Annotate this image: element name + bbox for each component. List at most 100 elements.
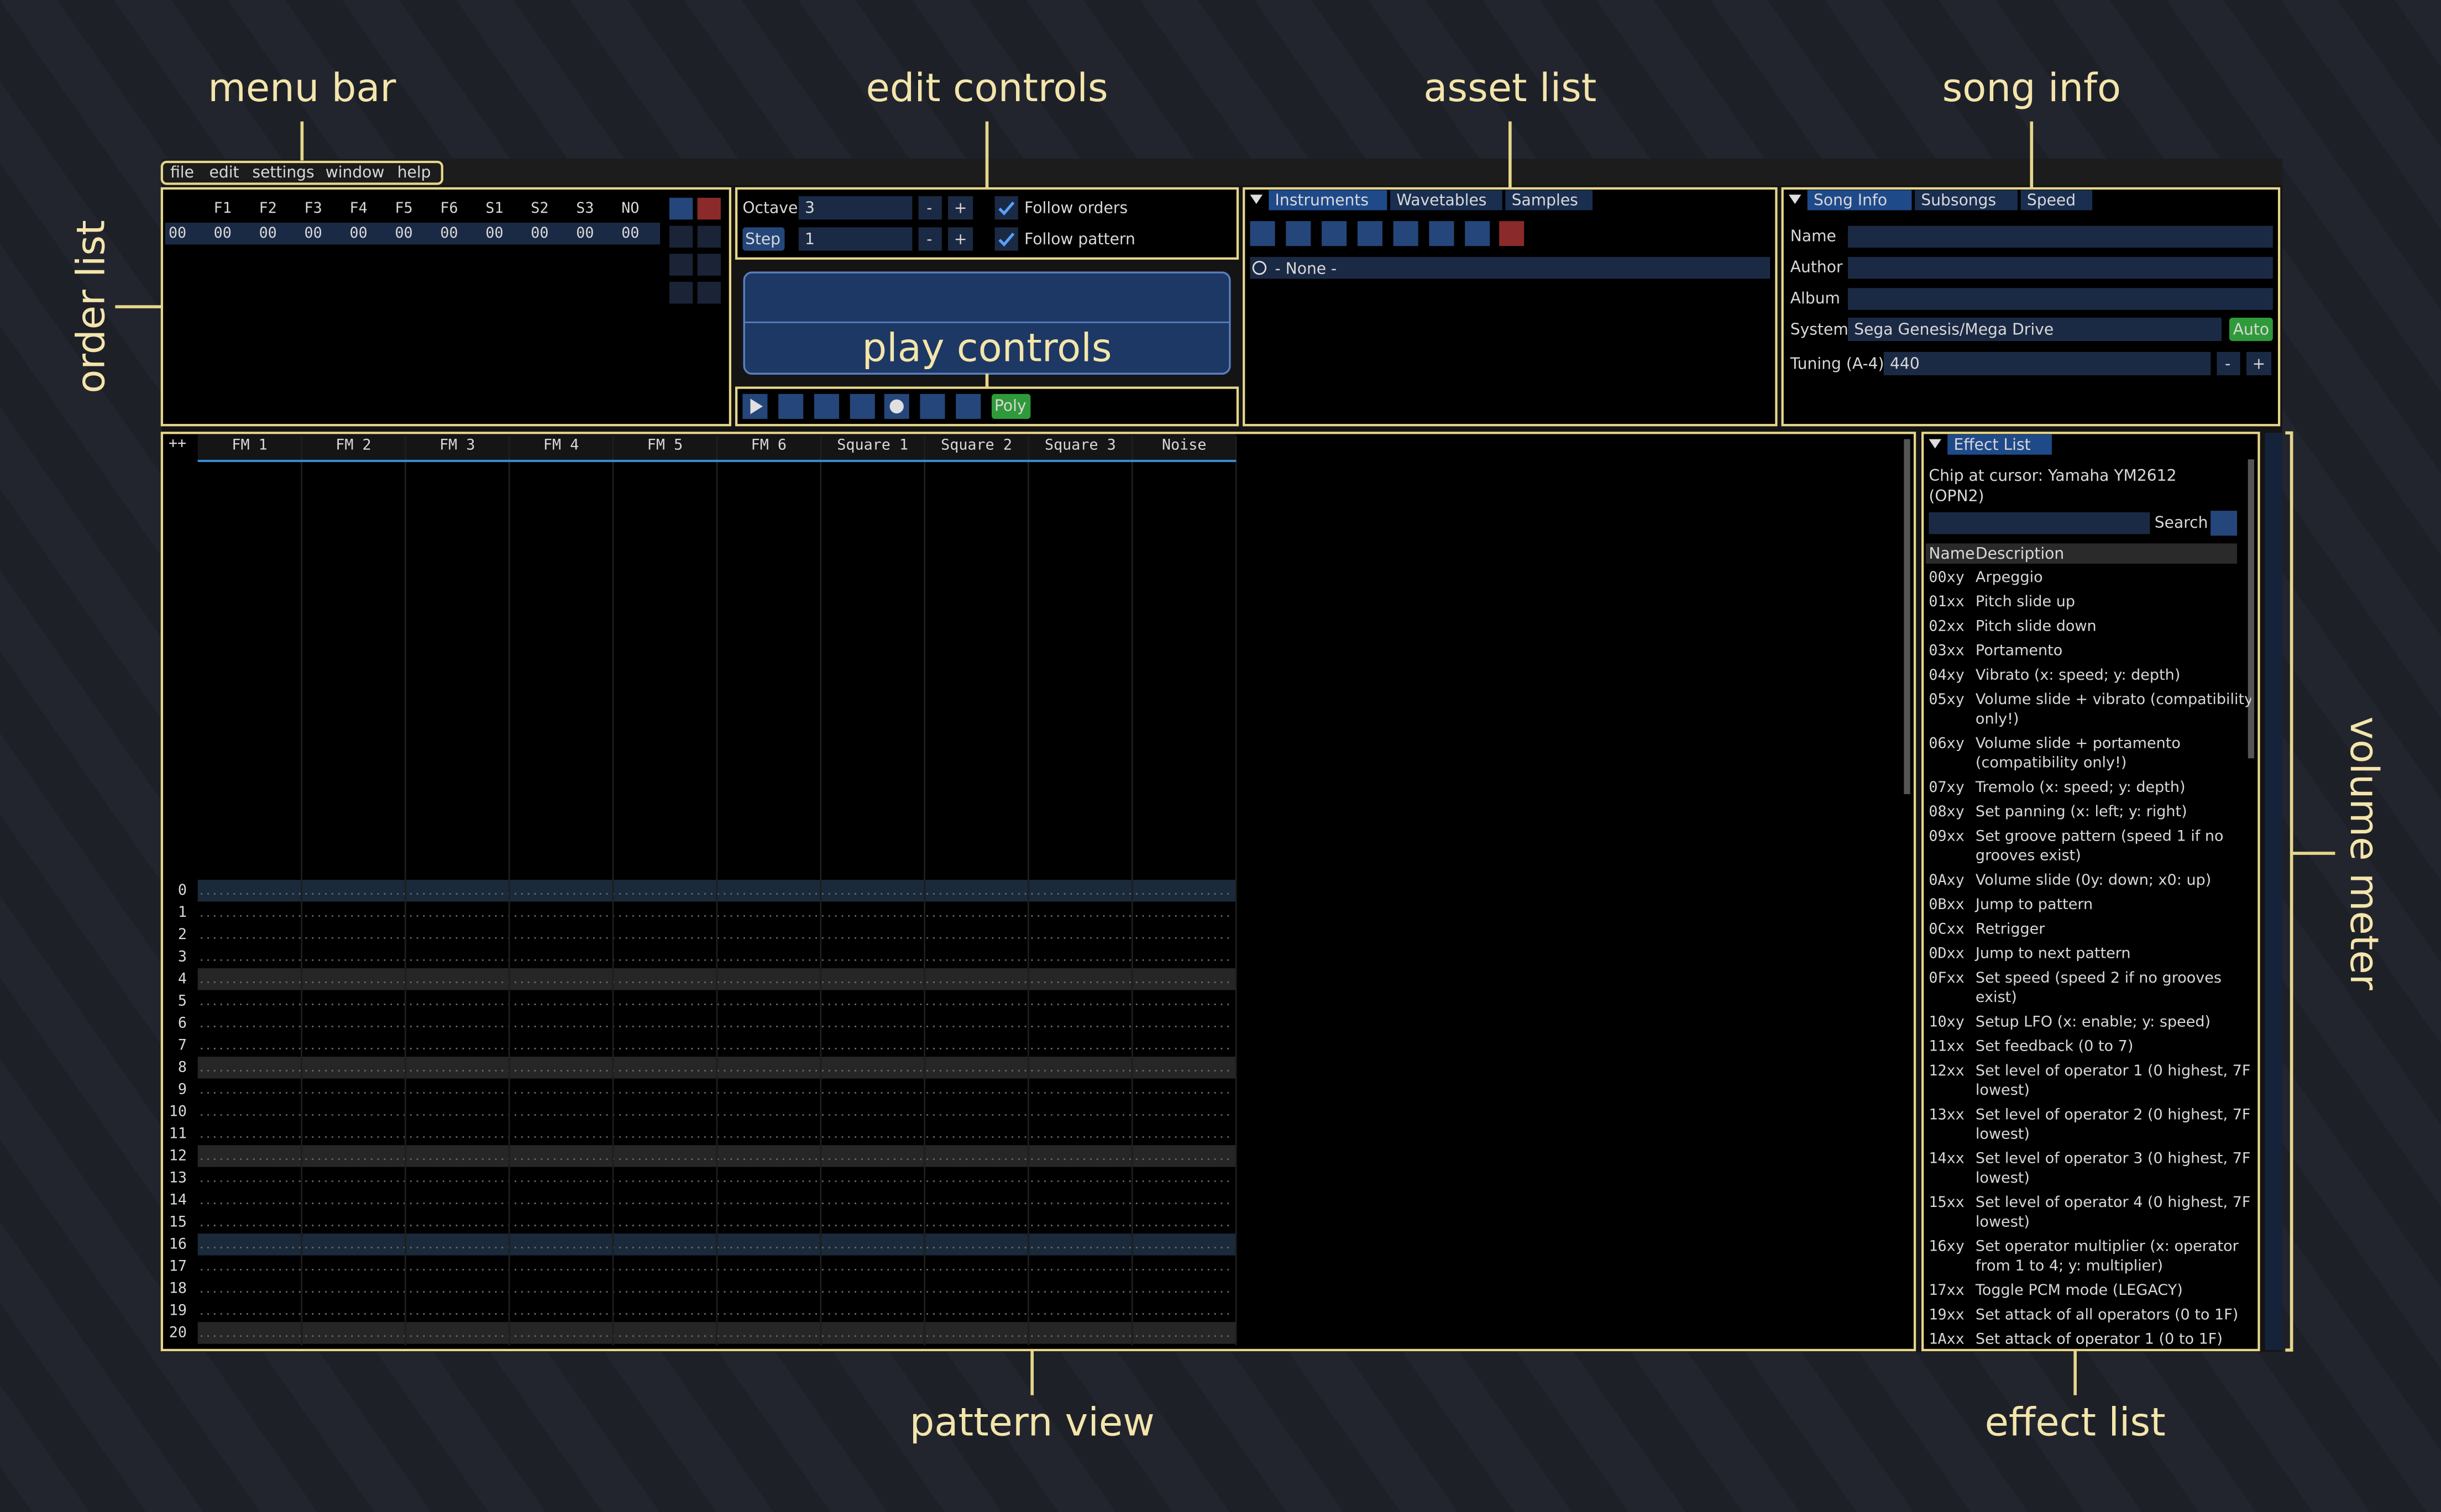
system-input[interactable]	[1847, 317, 2222, 342]
effect-description: Set level of operator 4 (0 highest, 7F	[1976, 1194, 2251, 1211]
tuning-plus-label: +	[2253, 354, 2266, 372]
tab-label: Subsongs	[1921, 191, 1996, 209]
tree-view[interactable]	[1393, 221, 1418, 246]
scrollbar[interactable]	[1904, 439, 1910, 795]
repeat-button[interactable]	[956, 393, 981, 419]
order-cell[interactable]: 00	[305, 224, 322, 242]
step-input[interactable]	[798, 227, 913, 251]
tab-label: Instruments	[1275, 191, 1369, 209]
add-button[interactable]	[669, 197, 693, 220]
play-icon	[750, 398, 763, 414]
menu-item[interactable]: settings	[252, 163, 314, 181]
open-instrument[interactable]	[1322, 221, 1347, 246]
annotation: edit controls	[866, 65, 1108, 111]
tab[interactable]	[1505, 190, 1593, 211]
order-cell[interactable]: 00	[621, 224, 639, 242]
tab[interactable]	[2020, 190, 2093, 211]
duplicate-button[interactable]	[669, 225, 693, 248]
effect-code: 08xy	[1929, 803, 1964, 820]
search-input[interactable]	[1929, 512, 2150, 534]
cursor-button[interactable]	[697, 282, 721, 304]
channel-header[interactable]: Square 2	[941, 436, 1012, 453]
save-instrument[interactable]	[1357, 221, 1382, 246]
menu-item[interactable]: edit	[209, 163, 239, 181]
move-up[interactable]	[1429, 221, 1454, 246]
row-number: 3	[178, 948, 187, 965]
tuning-minus[interactable]	[2217, 351, 2240, 376]
auto-label: Auto	[2233, 320, 2269, 338]
follow-pattern-checkbox[interactable]	[994, 227, 1018, 251]
menu-button[interactable]	[2210, 511, 2238, 536]
effect-description: Jump to next pattern	[1974, 945, 2131, 962]
channel-header[interactable]: FM 2	[336, 436, 371, 453]
tab[interactable]	[1807, 190, 1912, 211]
menu-item[interactable]: file	[170, 163, 194, 181]
name-input[interactable]	[1847, 225, 2273, 248]
duplicate-instrument[interactable]	[1286, 221, 1311, 246]
author-label: Author	[1790, 258, 1843, 276]
effect-description: Set level of operator 2 (0 highest, 7F	[1976, 1106, 2251, 1123]
step-minus[interactable]	[918, 227, 942, 251]
auto-button[interactable]	[2229, 317, 2273, 342]
step-down-button[interactable]	[850, 393, 875, 419]
move-up-button[interactable]	[697, 225, 721, 248]
move-down[interactable]	[1465, 221, 1490, 246]
order-cell[interactable]: 00	[576, 224, 594, 242]
channel-header[interactable]: Square 3	[1045, 436, 1116, 453]
poly-button[interactable]	[992, 393, 1031, 419]
step-row-button[interactable]	[814, 393, 839, 419]
follow-pattern-label: Follow pattern	[1024, 230, 1135, 248]
octave-input[interactable]	[798, 196, 913, 220]
order-cell[interactable]: 00	[259, 224, 277, 242]
octave-plus[interactable]	[948, 196, 973, 220]
delete-instrument[interactable]	[1499, 221, 1525, 246]
channel-header[interactable]: Noise	[1162, 436, 1207, 453]
octave-minus[interactable]	[918, 196, 942, 220]
order-cell[interactable]: 00	[531, 224, 548, 242]
order-cell[interactable]: 00	[214, 224, 232, 242]
corner-button[interactable]: ++	[169, 435, 186, 452]
follow-orders-checkbox[interactable]	[994, 196, 1018, 220]
selected-item[interactable]	[1250, 256, 1770, 279]
step-button[interactable]	[742, 227, 785, 251]
album-input[interactable]	[1847, 288, 2273, 310]
menu-item[interactable]: help	[397, 163, 431, 181]
channel-header[interactable]: FM 5	[647, 436, 683, 453]
link-button[interactable]	[669, 282, 693, 304]
chip-text: (OPN2)	[1929, 487, 1984, 505]
tuning-plus[interactable]	[2246, 351, 2272, 376]
play-pattern-button[interactable]	[778, 393, 804, 419]
order-cell[interactable]: 00	[395, 224, 412, 242]
channel-header[interactable]: FM 6	[751, 436, 787, 453]
metronome-button[interactable]	[920, 393, 945, 419]
effect-code: 04xy	[1929, 666, 1964, 684]
scrollbar[interactable]	[2248, 459, 2255, 759]
row-number: 4	[178, 970, 187, 987]
row-number: 1	[178, 904, 187, 921]
order-cell[interactable]: 00	[440, 224, 458, 242]
step-plus[interactable]	[948, 227, 973, 251]
remove-button[interactable]	[697, 197, 721, 220]
order-cell[interactable]: 00	[485, 224, 503, 242]
effect-description: lowest)	[1976, 1082, 2030, 1099]
menu-item[interactable]: window	[326, 163, 385, 181]
effect-description: lowest)	[1976, 1213, 2030, 1230]
asset-item[interactable]: - None -	[1275, 259, 1337, 277]
tab[interactable]	[1915, 190, 2018, 211]
order-cell[interactable]: 00	[349, 224, 367, 242]
move-down-button[interactable]	[669, 254, 693, 276]
tab[interactable]	[1269, 190, 1387, 211]
place-bottom-button[interactable]	[697, 254, 721, 276]
add-instrument[interactable]	[1250, 221, 1275, 246]
channel-header[interactable]: FM 1	[232, 436, 267, 453]
channel-header[interactable]: FM 4	[543, 436, 579, 453]
effect-description: Set level of operator 1 (0 highest, 7F	[1976, 1062, 2251, 1079]
row-number: 16	[169, 1235, 187, 1252]
author-input[interactable]	[1847, 256, 2273, 279]
tab[interactable]	[1390, 190, 1502, 211]
channel-header[interactable]: Square 1	[837, 436, 908, 453]
effect-list-title: Effect List	[1953, 435, 2030, 454]
tuning-input[interactable]	[1883, 351, 2211, 376]
channel-header[interactable]: FM 3	[439, 436, 475, 453]
